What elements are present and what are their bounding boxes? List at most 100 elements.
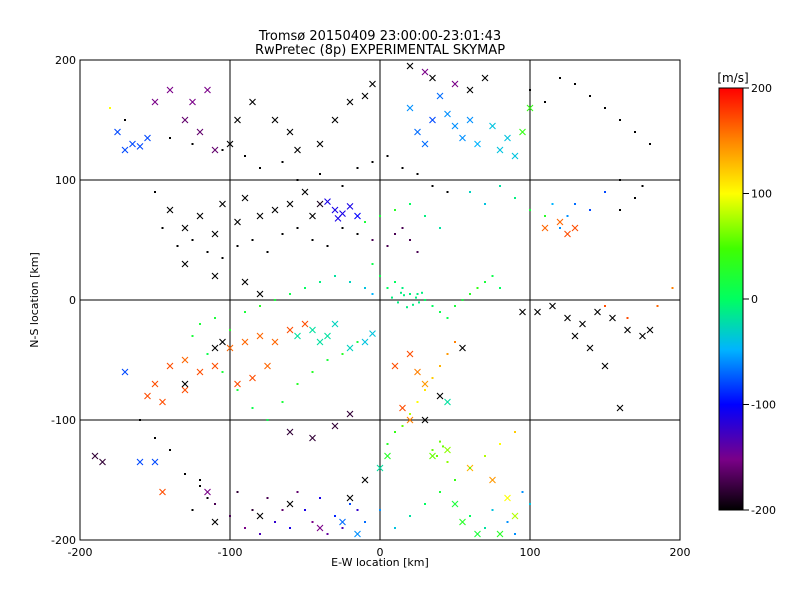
data-point-x: [564, 230, 571, 238]
data-point-dot: [604, 107, 606, 109]
data-point-dot: [236, 389, 239, 391]
data-point-dot: [439, 227, 441, 229]
data-point-x: [511, 152, 519, 160]
data-point-x: [226, 344, 234, 352]
data-point-x: [331, 422, 339, 430]
data-point-dot: [439, 440, 441, 443]
data-point-dot: [514, 533, 516, 535]
x-tick-label: -100: [218, 546, 243, 559]
data-point-dot: [319, 497, 321, 499]
data-point-dot: [394, 431, 396, 433]
data-point-dot: [469, 293, 471, 295]
data-point-dot: [394, 209, 396, 211]
y-tick-label: -100: [51, 414, 76, 427]
data-point-x: [496, 530, 504, 538]
data-point-x: [301, 320, 309, 328]
data-point-dot: [379, 215, 381, 217]
data-point-dot: [266, 419, 269, 421]
data-point-dot: [416, 173, 419, 175]
data-point-x: [121, 146, 129, 154]
data-point-x: [309, 326, 316, 334]
data-point-dot: [446, 191, 449, 193]
data-point-dot: [349, 503, 351, 505]
y-axis-label: N-S location [km]: [28, 252, 41, 348]
data-point-dot: [289, 293, 291, 295]
data-point-dot: [439, 365, 441, 367]
data-point-dot: [649, 143, 651, 145]
data-point-x: [241, 194, 249, 202]
data-point-dot: [431, 185, 434, 187]
data-point-dot: [394, 527, 396, 529]
data-point-x: [309, 434, 316, 442]
data-point-dot: [409, 239, 411, 241]
data-point-dot: [199, 479, 201, 481]
data-point-x: [451, 500, 459, 508]
data-point-dot: [409, 203, 411, 205]
data-point-dot: [454, 305, 456, 307]
data-point-x: [511, 512, 519, 520]
data-point-x: [151, 98, 159, 106]
data-point-dot: [386, 245, 389, 247]
data-point-x: [196, 368, 204, 376]
data-point-x: [286, 200, 294, 208]
data-point-dot: [626, 317, 629, 319]
data-point-dot: [334, 275, 336, 277]
data-point-dot: [484, 527, 486, 529]
data-point-x: [609, 314, 616, 322]
data-point-dot: [169, 137, 171, 139]
colorbar-tick-label: 0: [751, 293, 758, 306]
data-point-x: [414, 128, 421, 136]
data-point-x: [316, 140, 324, 148]
data-point-dot: [356, 341, 359, 343]
data-point-dot: [559, 77, 561, 79]
data-point-x: [346, 344, 354, 352]
data-point-dot: [514, 197, 516, 199]
x-tick-label: -200: [68, 546, 93, 559]
y-tick-label: 200: [55, 54, 76, 67]
data-point-dot: [412, 303, 414, 306]
data-point-x: [204, 488, 211, 496]
data-point-dot: [379, 509, 381, 511]
data-point-x: [189, 98, 196, 106]
data-point-x: [466, 116, 474, 124]
data-point-x: [324, 332, 331, 340]
data-point-dot: [436, 455, 438, 457]
data-point-dot: [431, 377, 434, 379]
data-point-x: [564, 314, 571, 322]
data-point-dot: [274, 299, 276, 301]
data-point-dot: [574, 203, 576, 205]
data-point-dot: [221, 257, 224, 259]
data-point-dot: [397, 301, 399, 304]
plot-area: [79, 59, 681, 541]
colorbar-tick-label: -200: [751, 504, 776, 517]
data-point-x: [181, 224, 189, 232]
data-point-x: [429, 74, 436, 82]
data-point-x: [346, 203, 354, 210]
data-point-dot: [326, 245, 329, 247]
data-point-dot: [506, 521, 509, 523]
data-point-dot: [349, 281, 351, 283]
data-point-x: [286, 128, 294, 136]
data-point-x: [211, 146, 219, 154]
data-point-x: [369, 80, 376, 88]
data-point-dot: [394, 281, 396, 283]
data-point-dot: [191, 335, 194, 337]
data-point-dot: [154, 191, 156, 193]
data-point-x: [421, 416, 429, 424]
data-point-dot: [221, 371, 224, 373]
data-point-x: [339, 518, 346, 526]
data-point-dot: [191, 143, 194, 145]
data-point-dot: [281, 509, 284, 511]
data-point-dot: [169, 449, 171, 451]
data-point-dot: [499, 185, 501, 187]
data-point-dot: [544, 101, 546, 103]
data-point-x: [421, 380, 429, 388]
data-point-dot: [296, 227, 299, 229]
data-point-dot: [641, 185, 644, 187]
data-point-x: [256, 512, 264, 520]
data-point-x: [331, 206, 339, 214]
data-point-dot: [409, 413, 411, 415]
data-point-x: [346, 410, 354, 418]
data-point-x: [406, 104, 414, 112]
data-point-x: [556, 218, 564, 226]
